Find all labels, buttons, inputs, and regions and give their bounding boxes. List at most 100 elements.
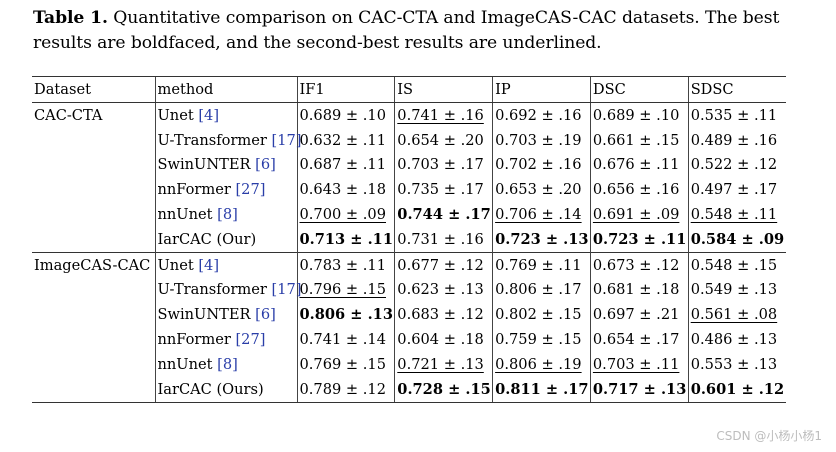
metric-cell: 0.692 ± .16 (492, 101, 591, 128)
citation-link[interactable]: [27] (235, 331, 266, 349)
metric-value: 0.806 ± .17 (495, 281, 582, 299)
metric-cell: 0.802 ± .15 (492, 302, 591, 328)
metric-value: 0.643 ± .18 (299, 181, 387, 199)
dataset-cell (32, 278, 155, 303)
metric-value: 0.703 ± .19 (495, 131, 582, 149)
method-name: SwinUNTER (157, 306, 256, 324)
metric-cell: 0.656 ± .16 (589, 177, 689, 203)
metric-cell: 0.706 ± .14 (492, 202, 591, 227)
metric-cell: 0.584 ± .09 (687, 226, 786, 253)
metric-value: 0.723 ± .13 (495, 230, 589, 248)
watermark: CSDN @小杨小杨1 (716, 429, 822, 443)
method-cell: U-Transformer [17] (154, 277, 301, 303)
metric-value: 0.676 ± .11 (592, 156, 680, 174)
metric-value: 0.700 ± .09 (299, 206, 387, 224)
metric-cell: 0.497 ± .17 (687, 177, 786, 203)
citation-link[interactable]: [6] (255, 156, 276, 174)
method-name: U-Transformer (157, 131, 272, 149)
citation-link[interactable]: [6] (255, 306, 276, 324)
metric-cell: 0.623 ± .13 (394, 277, 493, 303)
metric-cell: 0.548 ± .15 (687, 251, 786, 278)
metric-cell: 0.723 ± .13 (492, 226, 591, 253)
metric-cell: 0.691 ± .09 (589, 202, 689, 227)
metric-cell: 0.721 ± .13 (394, 351, 493, 377)
metric-cell: 0.683 ± .12 (394, 302, 493, 328)
metric-value: 0.806 ± .19 (495, 355, 582, 373)
metric-value: 0.661 ± .15 (592, 131, 680, 149)
citation-link[interactable]: [17] (271, 281, 302, 299)
metric-cell: 0.689 ± .10 (296, 101, 395, 128)
metric-value: 0.717 ± .13 (592, 380, 687, 398)
citation-link[interactable]: [4] (198, 256, 220, 274)
metric-cell: 0.703 ± .11 (589, 351, 689, 377)
metric-value: 0.806 ± .13 (299, 306, 393, 324)
metric-cell: 0.632 ± .11 (296, 127, 395, 153)
method-name: Unet (157, 106, 199, 124)
table-row: ImageCAS-CAC Unet [4] 0.783 ± .11 0.677 ± .… (32, 251, 786, 278)
metric-value: 0.653 ± .20 (495, 181, 582, 199)
method-name: nnUnet (157, 206, 218, 224)
metric-value: 0.802 ± .15 (495, 306, 582, 324)
table-caption: Table 1. Quantitative comparison on CAC-… (33, 6, 813, 56)
metric-cell: 0.549 ± .13 (687, 277, 786, 303)
metric-value: 0.489 ± .16 (690, 131, 778, 149)
header-dataset: Dataset (32, 76, 155, 103)
metric-cell: 0.789 ± .12 (296, 376, 395, 403)
method-name: nnFormer (157, 331, 236, 349)
dataset-cell (32, 128, 155, 153)
metric-value: 0.713 ± .11 (299, 230, 393, 248)
method-cell: Unet [4] (154, 251, 297, 278)
metric-value: 0.584 ± .09 (690, 230, 785, 248)
metric-cell: 0.723 ± .11 (589, 226, 689, 253)
table-row: SwinUNTER [6] 0.687 ± .11 0.703 ± .17 0.702… (32, 152, 786, 178)
metric-value: 0.601 ± .12 (690, 380, 785, 398)
metric-cell: 0.806 ± .17 (492, 277, 591, 303)
metric-cell: 0.717 ± .13 (589, 376, 689, 403)
table-row: nnUnet [8] 0.700 ± .09 0.744 ± .17 0.706 ± … (32, 202, 786, 227)
table-row: U-Transformer [17] 0.632 ± .11 0.654 ± .20… (32, 127, 786, 153)
metric-cell: 0.741 ± .16 (394, 101, 493, 128)
citation-link[interactable]: [8] (217, 206, 238, 224)
method-name: Unet (157, 256, 199, 274)
caption-text: Quantitative comparison on CAC-CTA and I… (33, 8, 780, 53)
method-cell: IarCAC (Our) (154, 226, 297, 253)
metric-value: 0.811 ± .17 (495, 380, 589, 398)
dataset-cell (32, 153, 155, 178)
metric-cell: 0.741 ± .14 (296, 327, 395, 352)
metric-value: 0.703 ± .11 (592, 355, 680, 373)
header-is: IS (394, 76, 493, 103)
metric-cell: 0.806 ± .19 (492, 351, 591, 377)
metric-value: 0.683 ± .12 (397, 306, 484, 324)
metric-cell: 0.522 ± .12 (687, 152, 786, 178)
citation-link[interactable]: [17] (271, 131, 302, 149)
results-table: Dataset method IF1 IS IP DSC SDSC CAC-CT… (32, 76, 786, 403)
metric-value: 0.687 ± .11 (299, 156, 387, 174)
citation-link[interactable]: [27] (235, 181, 266, 199)
metric-value: 0.741 ± .16 (397, 106, 484, 124)
metric-cell: 0.769 ± .15 (296, 351, 395, 377)
citation-link[interactable]: [8] (217, 355, 238, 373)
metric-value: 0.604 ± .18 (397, 331, 484, 349)
metric-cell: 0.687 ± .11 (296, 152, 395, 178)
metric-value: 0.673 ± .12 (592, 256, 680, 274)
table-row: CAC-CTA Unet [4] 0.689 ± .10 0.741 ± .16 0.6… (32, 101, 786, 128)
metric-value: 0.548 ± .15 (690, 256, 778, 274)
metric-cell: 0.601 ± .12 (687, 376, 786, 403)
table-row: nnUnet [8] 0.769 ± .15 0.721 ± .13 0.806 ± … (32, 351, 786, 377)
method-cell: SwinUNTER [6] (154, 302, 297, 328)
citation-link[interactable]: [4] (198, 106, 220, 124)
metric-cell: 0.489 ± .16 (687, 127, 786, 153)
method-cell: IarCAC (Ours) (154, 376, 297, 403)
method-cell: nnUnet [8] (154, 351, 297, 377)
header-sdsc: SDSC (687, 76, 786, 103)
dataset-cell: ImageCAS-CAC (32, 251, 155, 278)
method-name: U-Transformer (157, 281, 272, 299)
metric-cell: 0.811 ± .17 (492, 376, 591, 403)
metric-value: 0.689 ± .10 (299, 106, 387, 124)
metric-cell: 0.673 ± .12 (589, 251, 689, 278)
table-header-row: Dataset method IF1 IS IP DSC SDSC (32, 76, 786, 103)
metric-cell: 0.676 ± .11 (589, 152, 689, 178)
method-cell: nnUnet [8] (154, 202, 297, 227)
metric-cell: 0.553 ± .13 (687, 351, 786, 377)
metric-cell: 0.735 ± .17 (394, 177, 493, 203)
